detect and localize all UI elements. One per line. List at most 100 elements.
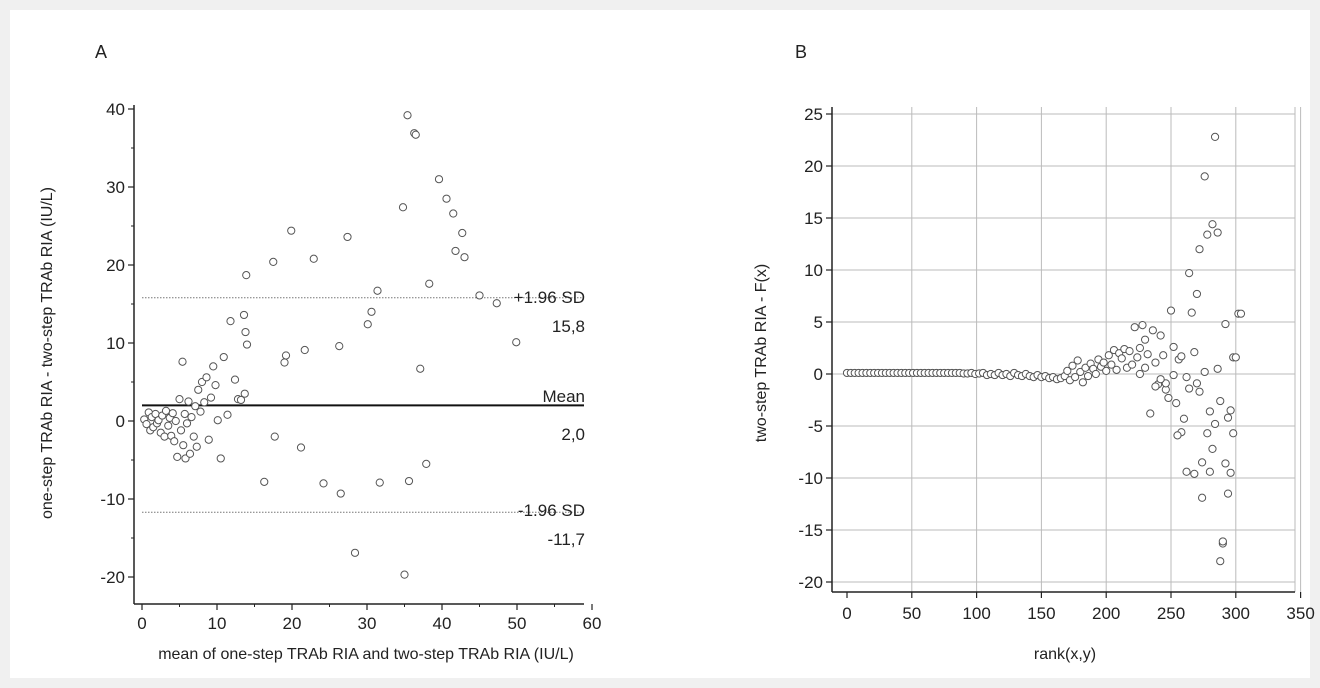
data-point-b [1210,419,1220,429]
data-point-a [184,397,193,406]
data-point-b [1203,429,1212,438]
data-point-b [1151,382,1160,391]
x-tick-label-b: 200 [1092,604,1120,623]
data-point-a [449,209,458,218]
y-tick-label-a: 20 [106,256,125,275]
data-point-a [398,203,408,212]
data-point-b [1156,331,1165,340]
chart-panel-a: A -20 -10 0 10 20 30 40 0 10 20 30 40 50 60 mean of o… [39,42,602,663]
x-axis-label-b: rank(x,y) [1034,646,1096,663]
data-point-b [1203,230,1212,239]
x-tick-label-a: 60 [583,614,602,633]
data-point-a [236,395,246,405]
data-point-a [189,432,198,441]
data-point-b [1223,413,1233,422]
y-tick-label-a: 30 [106,178,125,197]
y-tick-label-b: -15 [798,521,823,540]
data-point-a [416,364,425,373]
data-point-a [512,338,521,347]
y-tick-label-b: 0 [814,365,823,384]
data-point-a [185,449,195,458]
data-point-b [1208,444,1217,453]
data-point-a [178,357,187,366]
data-point-a [280,358,289,367]
data-point-a [270,432,279,441]
data-point-a [182,419,192,428]
x-axis-label-a: mean of one-step TRAb RIA and two-step T… [158,646,574,663]
data-point-b [1164,393,1173,403]
data-point-b [1229,429,1238,438]
ref-value-lower: -11,7 [548,530,586,549]
data-point-b [1070,373,1080,382]
data-point-a [192,442,201,451]
data-point-b [1210,132,1220,141]
data-point-b [1172,399,1181,408]
data-point-b [1208,220,1217,229]
data-point-b [1221,459,1230,468]
data-point-b [1200,367,1209,377]
data-point-a [375,478,384,487]
data-point-a [176,426,186,435]
data-point-a [180,409,189,419]
data-point-a [239,310,249,320]
x-tick-label-a: 10 [208,614,227,633]
y-tick-label-a: -20 [100,568,125,587]
data-point-a [403,111,412,120]
ref-label-upper: +1.96 SD [514,288,585,307]
data-point-b [1182,373,1191,382]
data-point-b [1190,469,1199,478]
data-point-a [209,362,218,371]
data-point-b [1195,387,1204,396]
y-axis-label-a: one-step TRAb RIA - two-step TRAb RIA (I… [39,187,56,519]
data-point-b [1213,228,1222,237]
y-tick-label-b: 10 [804,261,823,280]
data-point-a [161,406,171,415]
data-point-a [442,194,451,203]
y-axis-label-b: two-step TRAb RIA - F(x) [753,264,770,442]
data-point-b [1223,489,1233,498]
data-point-a [260,477,269,486]
x-tick-label-a: 50 [508,614,527,633]
data-point-b [1128,360,1137,369]
data-point-b [1226,468,1235,477]
data-point-b [1192,289,1202,299]
data-point-b [1073,356,1082,365]
data-point-a [296,443,306,452]
data-point-a [319,479,328,488]
y-tick-label-b: 20 [804,157,823,176]
data-point-b [1130,323,1139,332]
data-point-b [1198,458,1207,467]
data-point-a [242,340,252,349]
data-point-a [211,381,220,390]
data-point-a [213,416,222,425]
panel-label-b: B [795,42,807,62]
data-point-b [1187,308,1196,317]
data-point-b [1107,360,1116,369]
x-tick-label-a: 30 [358,614,377,633]
data-point-a [350,548,360,557]
x-tick-label-b: 350 [1286,604,1314,623]
data-point-a [451,246,460,256]
data-point-a [241,327,250,337]
data-point-a [411,130,420,139]
x-tick-label-b: 150 [1027,604,1055,623]
data-point-a [202,373,211,382]
data-point-a [475,291,484,300]
data-point-b [1218,537,1227,546]
x-tick-label-b: 300 [1222,604,1250,623]
data-point-a [194,385,203,394]
data-point-a [175,395,184,404]
data-point-b [1117,354,1126,363]
data-point-a [219,352,228,362]
data-point-b [1125,347,1134,356]
data-point-b [1216,557,1225,566]
data-point-a [367,307,376,316]
data-point-a [309,254,318,263]
data-point-b [1226,406,1235,415]
data-point-b [1195,245,1204,254]
data-point-b [1205,467,1214,476]
data-point-a [400,570,409,579]
y-tick-label-b: -10 [798,469,823,488]
data-point-b [1104,351,1113,360]
data-point-b [1102,366,1111,375]
